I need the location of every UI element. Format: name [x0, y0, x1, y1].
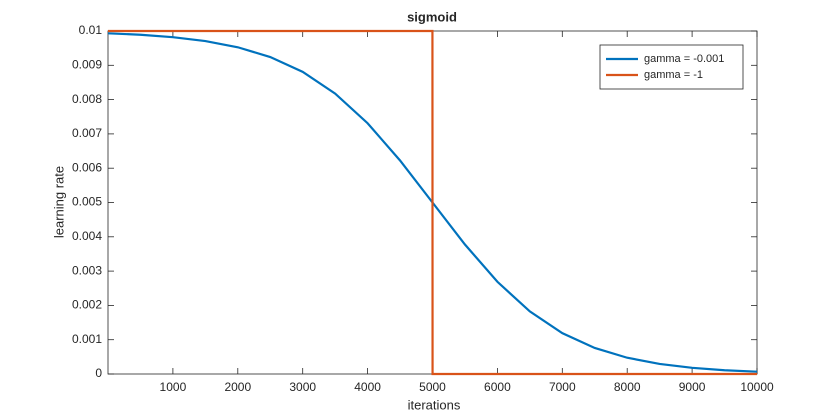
x-axis-label: iterations — [408, 397, 461, 412]
x-tick-label: 10000 — [740, 380, 774, 394]
chart-title: sigmoid — [407, 9, 457, 24]
y-tick-label: 0.001 — [72, 332, 102, 346]
y-tick-label: 0.006 — [72, 160, 102, 174]
line-series — [108, 29, 757, 376]
y-axis-label: learning rate — [51, 166, 66, 238]
y-tick-label: 0.003 — [72, 263, 102, 277]
y-tick-label: 0.002 — [72, 298, 102, 312]
x-tick-label: 3000 — [289, 380, 316, 394]
legend-label: gamma = -1 — [644, 69, 703, 81]
x-tick-label: 8000 — [614, 380, 641, 394]
y-tick-label: 0.01 — [79, 23, 103, 37]
x-tick-label: 2000 — [224, 380, 251, 394]
x-tick-label: 5000 — [419, 380, 446, 394]
x-tick-label: 7000 — [549, 380, 576, 394]
x-tick-label: 4000 — [354, 380, 381, 394]
x-tick-label: 1000 — [160, 380, 187, 394]
y-tick-label: 0.005 — [72, 195, 102, 209]
y-tick-label: 0.009 — [72, 57, 102, 71]
y-tick-label: 0.007 — [72, 126, 102, 140]
legend-box — [599, 44, 744, 90]
legend-label: gamma = -0.001 — [644, 53, 724, 65]
y-tick-label: 0 — [95, 366, 102, 380]
y-tick-label: 0.004 — [72, 229, 102, 243]
x-tick-label: 9000 — [679, 380, 706, 394]
x-tick-label: 6000 — [484, 380, 511, 394]
y-tick-label: 0.008 — [72, 92, 102, 106]
